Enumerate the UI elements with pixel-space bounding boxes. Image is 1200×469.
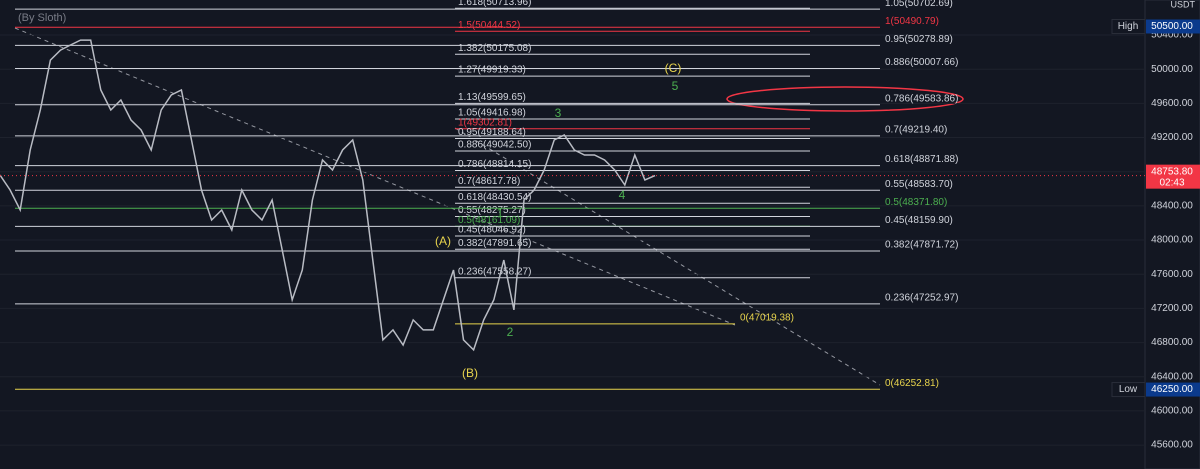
y-tick-label: 48000.00	[1151, 235, 1193, 246]
high-tag-label: High	[1118, 21, 1139, 32]
fib-level-label: 0.382(47871.72)	[885, 240, 958, 251]
wave-label: 3	[555, 106, 562, 120]
fib-level-label: 0.786(49583.86)	[885, 93, 958, 104]
y-tick-label: 50400.00	[1151, 30, 1193, 41]
fib-level-label: 1.05(50702.69)	[885, 0, 953, 9]
fib-level-label: 0.786(48814.15)	[458, 159, 531, 170]
fib-level-label: 0.886(49042.50)	[458, 140, 531, 151]
wave-label: 2	[507, 325, 514, 339]
fib-level-label: 0.236(47252.97)	[885, 293, 958, 304]
fib-level-label: 1.5(50444.52)	[458, 20, 520, 31]
fib-level-label: 0.7(49219.40)	[885, 125, 947, 136]
fib-level-label: 1.27(49919.33)	[458, 65, 526, 76]
fib-level-label: 0.236(47558.27)	[458, 266, 531, 277]
high-tag-box	[1111, 18, 1146, 34]
price-line	[0, 39, 656, 352]
y-tick-label: 48400.00	[1151, 201, 1193, 212]
low-value-label: 46250.00	[1151, 384, 1193, 395]
fib-level-label: 0.7(48617.78)	[458, 176, 520, 187]
fib-level-label: 0.5(48371.80)	[885, 197, 947, 208]
fib-level-label: 0.5(48161.09)	[458, 215, 520, 226]
unit-label: USDT	[1171, 0, 1196, 9]
y-tick-label: 47600.00	[1151, 269, 1193, 280]
fib-level-label: 0.886(50007.66)	[885, 57, 958, 68]
low-value-box	[1146, 382, 1200, 397]
y-tick-label: 46400.00	[1151, 371, 1193, 382]
fib-level-label: 0.55(48583.70)	[885, 179, 953, 190]
fib-level-label: 0.618(48871.88)	[885, 154, 958, 165]
y-tick-label: 49200.00	[1151, 132, 1193, 143]
fib-level-label: 1.05(49416.98)	[458, 108, 526, 119]
fib-level-label: 1.382(50175.08)	[458, 43, 531, 54]
y-tick-label: 45600.00	[1151, 440, 1193, 451]
wave-label: (A)	[435, 234, 451, 248]
fib-level-label: 0.45(48159.90)	[885, 215, 953, 226]
fib-level-label: 0.95(49188.64)	[458, 127, 526, 138]
fib-level-label: 0.55(48275.27)	[458, 205, 526, 216]
wave-label: (B)	[462, 366, 478, 380]
fib-level-label: 0.382(47891.65)	[458, 238, 531, 249]
low-tag-label: Low	[1119, 384, 1138, 395]
trend-line	[14, 27, 736, 326]
y-tick-label: 46800.00	[1151, 337, 1193, 348]
y-tick-label: 50000.00	[1151, 64, 1193, 75]
y-tick-label: 47200.00	[1151, 303, 1193, 314]
current-price-label: 48753.80	[1151, 166, 1193, 177]
wave-label: 1	[497, 206, 504, 220]
fib-level-label: 0(47019.38)	[740, 312, 794, 323]
high-value-label: 50500.00	[1151, 21, 1193, 32]
fib-level-label: 0.618(48430.54)	[458, 192, 531, 203]
fib-level-label: 0(46252.81)	[885, 378, 939, 389]
current-time-label: 02:43	[1159, 177, 1184, 188]
high-value-box	[1146, 19, 1200, 34]
chart-title: (By Sloth)	[18, 12, 66, 24]
fib-level-label: 1.13(49599.65)	[458, 92, 526, 103]
current-price-box	[1146, 164, 1200, 189]
y-tick-label: 49600.00	[1151, 98, 1193, 109]
fib-level-label: 1.618(50713.96)	[458, 0, 531, 8]
highlight-ellipse	[726, 86, 964, 112]
y-tick-label: 46000.00	[1151, 406, 1193, 417]
wave-label: 4	[619, 188, 626, 202]
wave-label: (C)	[665, 61, 682, 75]
fib-level-label: 0.45(48046.92)	[458, 225, 526, 236]
wave-label: 5	[672, 79, 679, 93]
low-tag-box	[1111, 382, 1146, 398]
fib-level-label: 1(49302.81)	[458, 117, 512, 128]
fib-level-label: 0.95(50278.89)	[885, 34, 953, 45]
fib-level-label: 1(50490.79)	[885, 16, 939, 27]
